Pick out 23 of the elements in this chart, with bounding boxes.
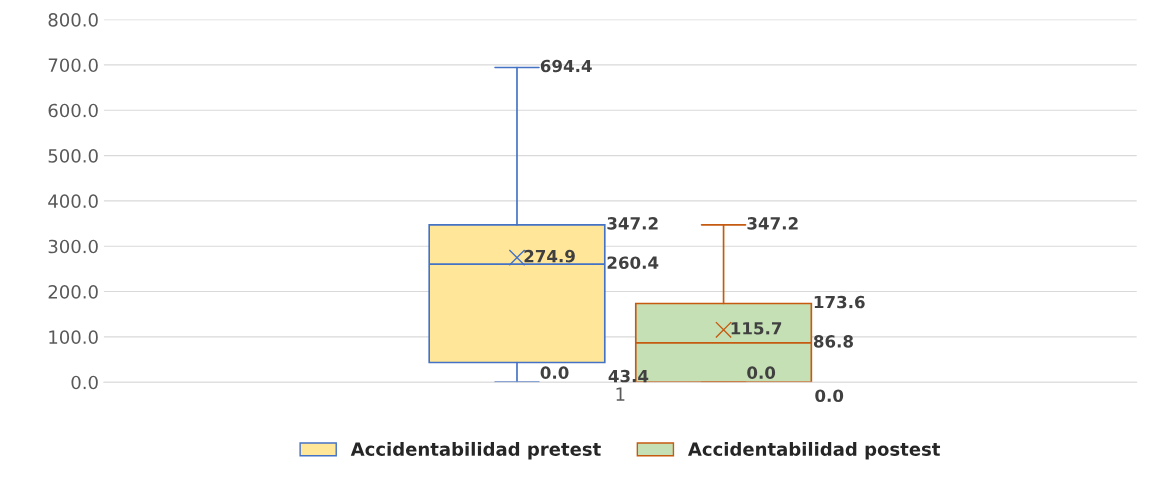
y-tick-label: 100.0 xyxy=(49,330,98,344)
y-tick-label: 700.0 xyxy=(48,58,98,73)
annotation: 260.4 xyxy=(607,256,659,270)
text: 0.0 xyxy=(815,389,844,403)
y-tick-label: 200.0 xyxy=(48,285,98,299)
legend-label: Accidentabilidad postest xyxy=(687,441,941,460)
y-tick-label: 300.0 xyxy=(48,239,98,254)
x-tick-label: 1 xyxy=(616,387,625,401)
annotation: 274.9 xyxy=(524,249,575,263)
y-tick-label: 800.0 xyxy=(48,13,98,27)
annotation: 173.6 xyxy=(814,295,865,309)
annotation: 0.0 xyxy=(540,366,569,379)
annotation: 0.0 xyxy=(747,366,776,379)
y-tick-label: 600.0 xyxy=(48,103,98,118)
y-tick-label: 0.0 xyxy=(71,375,98,390)
y-tick-label: 500.0 xyxy=(48,149,98,163)
annotation: 347.2 xyxy=(747,217,798,230)
annotation: 694.4 xyxy=(540,59,592,73)
annotation: 115.7 xyxy=(731,322,782,335)
legend-label: Accidentabilidad pretest xyxy=(350,441,601,460)
annotation: 86.8 xyxy=(813,335,853,348)
y-tick-label: 400.0 xyxy=(48,194,98,209)
annotation: 347.2 xyxy=(607,217,658,230)
